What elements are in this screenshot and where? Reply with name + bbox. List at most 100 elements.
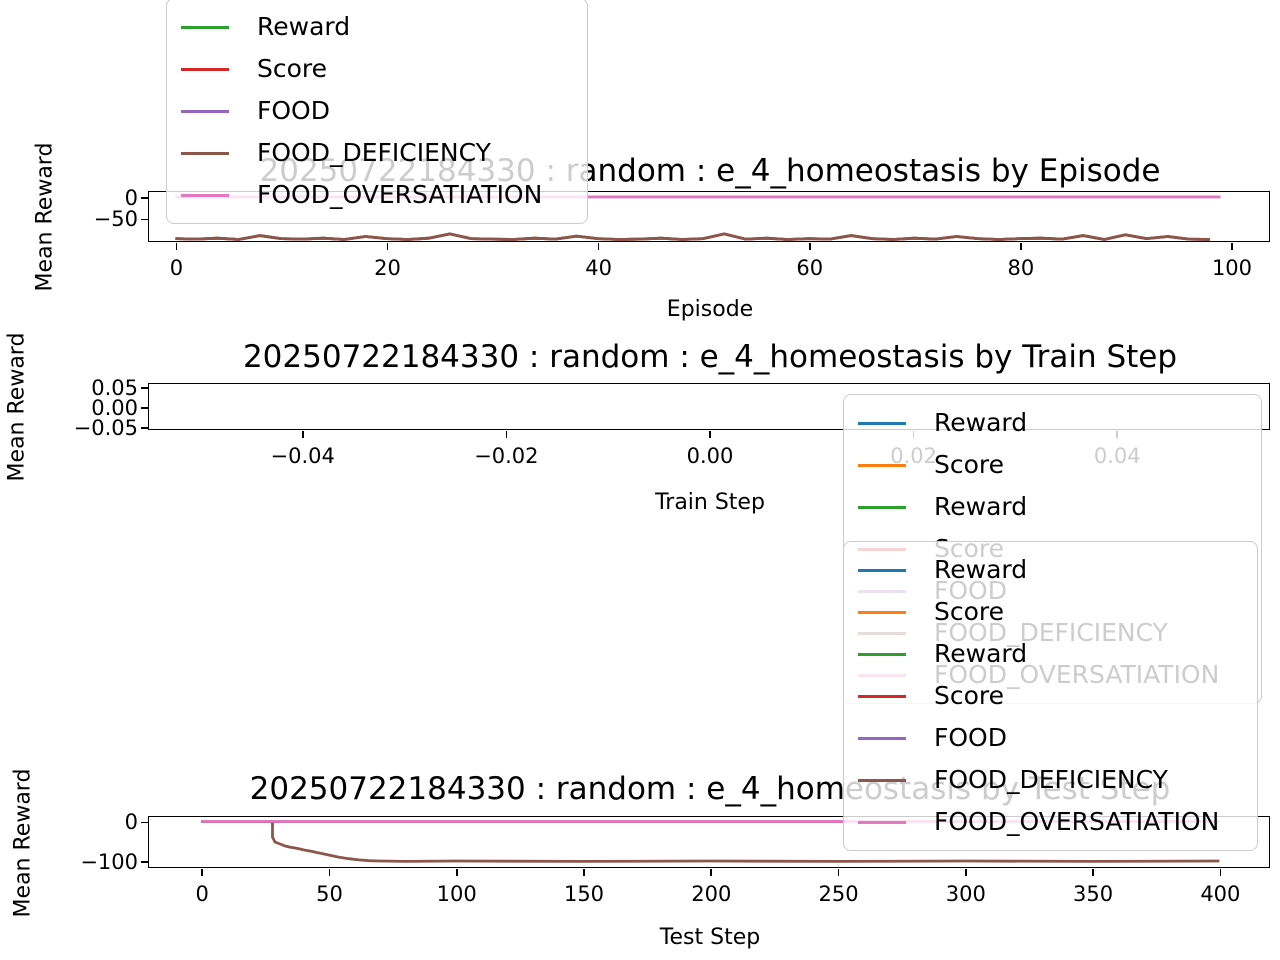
legend-row: Reward <box>844 549 1257 591</box>
legend-row: FOOD <box>844 717 1257 759</box>
legend-label: FOOD_OVERSATIATION <box>934 807 1220 837</box>
legend-row: Reward <box>844 633 1257 675</box>
y-tick-mark <box>141 821 149 824</box>
x-tick-mark <box>808 243 811 250</box>
x-tick-mark <box>965 869 967 876</box>
legend-line-sample <box>181 151 229 155</box>
legend-row: Score <box>844 444 1261 486</box>
x-tick-label: 100 <box>436 882 477 906</box>
legend-line-sample <box>858 652 906 656</box>
legend-row: Reward <box>167 6 587 48</box>
y-tick-mark <box>141 861 149 863</box>
y-tick-label: 0.05 <box>91 376 138 400</box>
x-tick-label: 0.00 <box>686 444 734 468</box>
x-axis-label-train-step: Train Step <box>655 490 765 515</box>
x-tick-label: 0 <box>169 256 184 280</box>
legend-label: FOOD_DEFICIENCY <box>257 138 491 168</box>
x-tick-mark <box>386 243 389 250</box>
y-tick-mark <box>141 197 149 199</box>
legend-row: FOOD <box>167 90 587 132</box>
legend-line-sample <box>858 610 906 614</box>
y-tick-label: 0 <box>124 185 138 210</box>
x-tick-mark <box>175 243 178 250</box>
legend-line-sample <box>858 694 906 698</box>
chart-title-train-step: 20250722184330 : random : e_4_homeostasi… <box>242 339 1178 375</box>
x-tick-mark <box>1231 243 1233 250</box>
legend-label: Reward <box>257 12 351 42</box>
series-line-food_deficiency <box>201 820 1220 864</box>
x-tick-label: −0.02 <box>474 444 539 468</box>
legend-label: Reward <box>934 492 1028 522</box>
x-tick-label: 60 <box>796 256 824 280</box>
legend-row: FOOD_DEFICIENCY <box>844 759 1257 801</box>
x-tick-mark <box>201 869 203 876</box>
legend-line-sample <box>181 67 229 71</box>
x-tick-label: 50 <box>316 882 343 906</box>
x-tick-mark <box>709 431 711 438</box>
legend-episode-chart: Reward Score FOOD FOOD_DEFICIENCY FOOD_OVERS… <box>166 0 588 224</box>
legend-label: FOOD_DEFICIENCY <box>934 765 1168 795</box>
legend-label: Reward <box>934 408 1028 438</box>
legend-row: Reward <box>844 402 1261 444</box>
legend-row: Score <box>844 675 1257 717</box>
legend-label: FOOD <box>257 96 330 126</box>
x-tick-mark <box>328 869 331 876</box>
x-tick-label: 350 <box>1073 882 1114 906</box>
x-tick-mark <box>583 869 585 876</box>
x-tick-label: 20 <box>374 256 401 280</box>
x-tick-mark <box>455 869 458 876</box>
legend-label: Score <box>934 597 1005 627</box>
legend-label: FOOD <box>934 723 1007 753</box>
x-tick-label: 300 <box>945 882 986 906</box>
legend-label: Reward <box>934 639 1028 669</box>
y-axis-label-test-step: Mean Reward <box>10 768 36 918</box>
x-axis-label-test-step: Test Step <box>659 925 761 950</box>
x-tick-label: 250 <box>818 882 859 906</box>
x-tick-label: 400 <box>1200 882 1241 906</box>
y-tick-label: −100 <box>80 850 138 875</box>
x-tick-label: 200 <box>691 882 732 906</box>
x-tick-mark <box>710 869 713 876</box>
legend-row: FOOD_OVERSATIATION <box>167 174 587 216</box>
y-tick-mark <box>141 218 149 221</box>
legend-line-sample <box>181 109 229 113</box>
y-tick-label: 0 <box>124 810 138 835</box>
y-tick-label: −0.05 <box>73 416 138 440</box>
legend-line-sample <box>858 778 906 782</box>
x-tick-label: 80 <box>1007 256 1035 280</box>
x-tick-label: 150 <box>563 882 605 906</box>
x-tick-label: 100 <box>1211 256 1253 280</box>
legend-row: Score <box>844 591 1257 633</box>
legend-label: Score <box>257 54 328 84</box>
legend-row: FOOD_DEFICIENCY <box>167 132 587 174</box>
x-tick-mark <box>1219 869 1222 876</box>
x-tick-label: 0 <box>195 882 209 906</box>
series-line-food_deficiency <box>175 232 1211 242</box>
legend-line-sample <box>858 820 906 824</box>
legend-row: Reward <box>844 486 1261 528</box>
x-tick-mark <box>505 431 508 438</box>
legend-line-sample <box>858 505 906 509</box>
legend-row: Score <box>167 48 587 90</box>
legend-line-sample <box>181 193 229 197</box>
legend-line-sample <box>858 421 906 425</box>
x-tick-label: −0.04 <box>270 444 335 468</box>
legend-label: Reward <box>934 555 1028 585</box>
y-tick-mark <box>141 407 149 409</box>
x-tick-mark <box>301 431 304 438</box>
legend-line-sample <box>858 568 906 572</box>
y-tick-label: 0.00 <box>91 396 138 420</box>
legend-line-sample <box>858 736 906 740</box>
x-tick-mark <box>597 243 600 250</box>
x-tick-mark <box>837 869 840 876</box>
x-axis-label-episode: Episode <box>666 297 754 322</box>
y-tick-label: −50 <box>93 207 138 232</box>
y-tick-mark <box>141 387 149 389</box>
legend-label: FOOD_OVERSATIATION <box>257 180 543 210</box>
x-tick-mark <box>1092 869 1094 876</box>
legend-row: FOOD_OVERSATIATION <box>844 801 1257 843</box>
legend-line-sample <box>858 463 906 467</box>
legend-test-step-chart: Reward Score Reward Score FOOD FOOD_DEFICIENC… <box>843 541 1258 851</box>
x-tick-label: 40 <box>585 256 612 280</box>
